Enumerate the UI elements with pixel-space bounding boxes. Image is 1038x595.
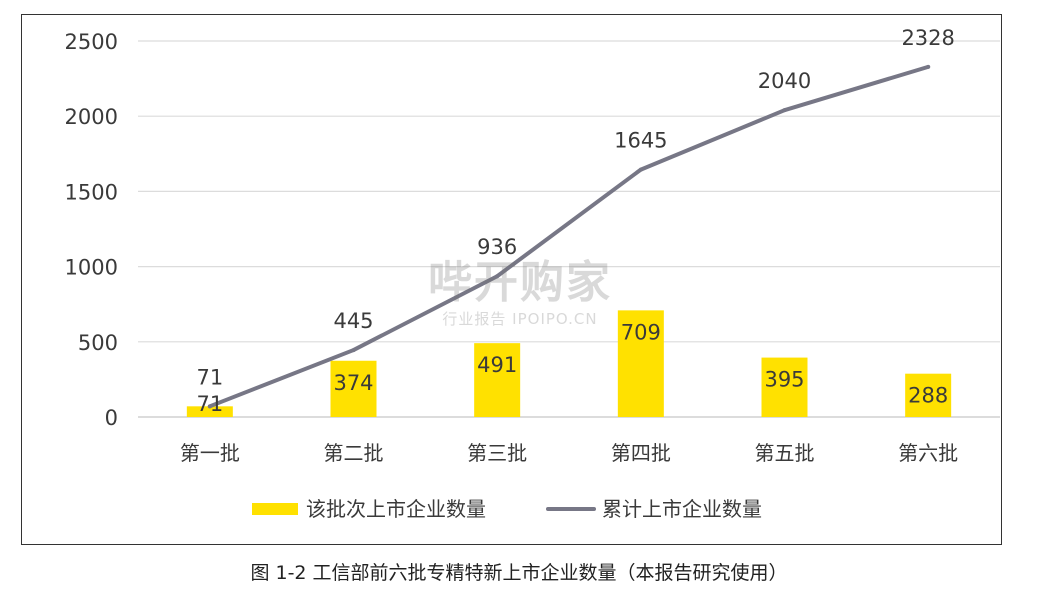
- x-tick-label: 第三批: [467, 441, 527, 465]
- cumulative-line: [207, 64, 931, 409]
- line-value-label: 1645: [614, 129, 667, 153]
- line-point-3: [495, 274, 500, 279]
- legend-bar-label: 该批次上市企业数量: [306, 497, 486, 521]
- bar-4: [617, 310, 664, 417]
- line-value-label: 71: [196, 365, 223, 389]
- bar-5: [761, 357, 808, 417]
- legend-line-label: 累计上市企业数量: [602, 497, 762, 521]
- y-tick-label: 1500: [65, 180, 118, 204]
- y-tick-label: 2000: [65, 105, 118, 129]
- x-tick-label: 第一批: [180, 441, 240, 465]
- bar-6: [905, 373, 952, 417]
- figure-caption: 图 1-2 工信部前六批专精特新上市企业数量（本报告研究使用）: [250, 562, 788, 584]
- y-tick-label: 500: [78, 331, 118, 355]
- bar-value-label: 71: [196, 392, 223, 416]
- line-point-6: [926, 64, 931, 69]
- y-tick-label: 0: [105, 406, 118, 430]
- bar-value-label: 374: [333, 371, 373, 395]
- x-tick-label: 第五批: [755, 441, 815, 465]
- x-tick-label: 第二批: [324, 441, 384, 465]
- legend-bar-swatch: [252, 503, 298, 515]
- line-value-label: 2328: [901, 26, 954, 50]
- line-value-label: 2040: [758, 69, 811, 93]
- line-point-5: [782, 108, 787, 113]
- bar-value-label: 709: [621, 320, 661, 344]
- x-tick-label: 第四批: [611, 441, 671, 465]
- bar-3: [474, 343, 521, 417]
- bar-value-label: 288: [908, 384, 948, 408]
- chart-frame: [21, 14, 1002, 545]
- line-value-label: 445: [333, 309, 373, 333]
- bar-value-label: 395: [764, 368, 804, 392]
- y-tick-label: 2500: [65, 30, 118, 54]
- y-tick-label: 1000: [65, 256, 118, 280]
- bar-1: [186, 406, 233, 417]
- bar-2: [330, 360, 377, 417]
- line-point-2: [351, 348, 356, 353]
- x-tick-label: 第六批: [898, 441, 958, 465]
- line-point-1: [207, 404, 212, 409]
- bar-value-label: 491: [477, 353, 517, 377]
- line-point-4: [638, 167, 643, 172]
- line-value-label: 936: [477, 235, 517, 259]
